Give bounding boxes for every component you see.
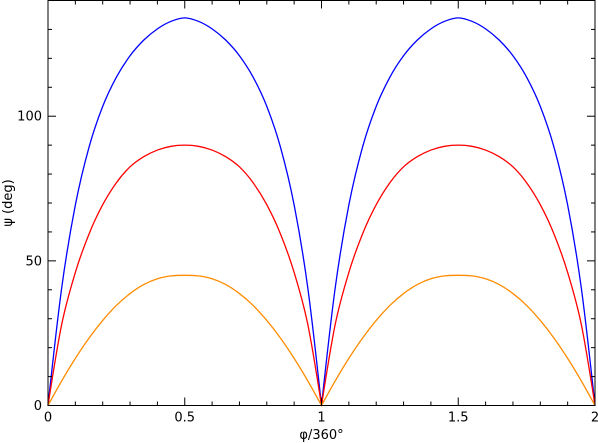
series-line-3: [47, 274, 596, 407]
series-layer: [47, 17, 596, 407]
x-tick-label: 1.5: [448, 411, 469, 426]
y-axis-label: ψ (deg): [1, 179, 16, 226]
series-line-1: [47, 17, 596, 406]
tick-layer: 0 0.5 1 1.5 2 0 50 100: [17, 0, 598, 426]
x-tick-label: 2: [591, 411, 598, 426]
series-line-2: [47, 144, 596, 406]
x-tick-label: 0: [44, 411, 52, 426]
x-tick-label: 0.5: [174, 411, 195, 426]
x-axis-label: φ/360°: [299, 428, 343, 443]
x-tick-label: 1: [317, 411, 325, 426]
y-tick-label: 50: [25, 254, 42, 269]
plot-frame: [47, 0, 596, 406]
y-tick-label: 0: [34, 399, 42, 414]
y-tick-label: 100: [17, 110, 42, 125]
